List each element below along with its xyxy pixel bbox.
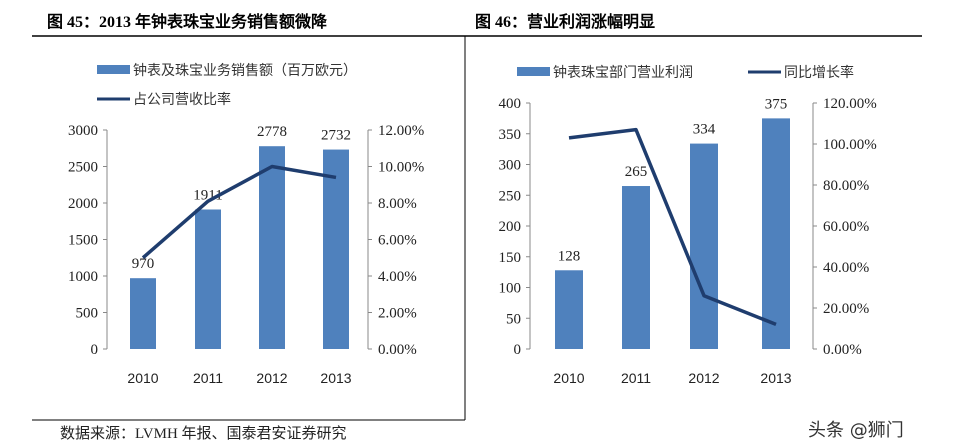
y2-tick-label: 2.00%	[378, 306, 417, 322]
bar-2011	[195, 209, 221, 349]
y2-tick-label: 6.00%	[378, 233, 417, 249]
y2-tick-label: 20.00%	[823, 301, 869, 317]
y2-tick-label: 60.00%	[823, 219, 869, 235]
y-tick-label: 2500	[68, 160, 98, 176]
x-tick-label: 2011	[621, 370, 651, 386]
y-tick-label: 350	[499, 127, 522, 143]
bar-2012	[690, 143, 718, 349]
data-label-2011: 1911	[193, 187, 222, 203]
y-tick-label: 300	[499, 158, 522, 174]
x-tick-label: 2010	[553, 370, 584, 386]
data-label-2013: 2732	[321, 128, 351, 144]
y-tick-label: 1000	[68, 269, 98, 285]
y2-tick-label: 80.00%	[823, 178, 869, 194]
data-label-2013: 375	[765, 96, 788, 112]
data-label-2012: 334	[693, 122, 716, 138]
y-tick-label: 3000	[68, 123, 98, 139]
y2-tick-label: 100.00%	[823, 137, 877, 153]
y2-tick-label: 10.00%	[378, 160, 424, 176]
source-note: 数据来源：LVMH 年报、国泰君安证券研究	[60, 425, 347, 442]
chart-title-46: 图 46：营业利润涨幅明显	[475, 12, 655, 31]
y2-tick-label: 0.00%	[823, 342, 862, 358]
x-tick-label: 2012	[688, 370, 719, 386]
y-tick-label: 150	[499, 250, 522, 266]
bar-2010	[555, 270, 583, 349]
chart-45: 钟表及珠宝业务销售额（百万欧元） 占公司营收比率 0 500 1000 1500 2000 2…	[68, 62, 424, 386]
data-label-2012: 2778	[257, 124, 287, 140]
line-series	[568, 127, 777, 327]
legend-line-label: 占公司营收比率	[133, 91, 231, 108]
y-tick-label: 0	[91, 342, 99, 358]
y2-tick-label: 120.00%	[823, 96, 877, 112]
data-label-2010: 970	[132, 256, 155, 272]
watermark: 头条 @狮门	[808, 420, 904, 441]
x-tick-label: 2013	[320, 370, 351, 386]
x-tick-label: 2012	[256, 370, 287, 386]
chart-title-45: 图 45：2013 年钟表珠宝业务销售额微降	[47, 12, 328, 31]
y-tick-label: 2000	[68, 196, 98, 212]
bar-2011	[622, 186, 650, 349]
y-tick-label: 0	[514, 342, 522, 358]
legend-bar-swatch	[517, 67, 550, 76]
bar-2012	[259, 146, 285, 349]
y-tick-label: 500	[76, 306, 99, 322]
bar-2010	[130, 278, 156, 349]
y2-tick-label: 40.00%	[823, 260, 869, 276]
bar-2013	[323, 149, 349, 349]
y-tick-label: 50	[506, 311, 521, 327]
data-label-2010: 128	[558, 248, 581, 264]
y-tick-label: 250	[499, 188, 522, 204]
chart-46: 钟表珠宝部门营业利润 同比增长率 0 50 100 150 200 250 300 350 400 0…	[499, 64, 877, 386]
data-label-2011: 265	[625, 164, 648, 180]
y2-tick-label: 8.00%	[378, 196, 417, 212]
x-tick-label: 2010	[127, 370, 158, 386]
legend-bar-swatch	[97, 65, 130, 74]
legend-line-label: 同比增长率	[784, 64, 854, 81]
y2-tick-label: 0.00%	[378, 342, 417, 358]
y-tick-label: 1500	[68, 233, 98, 249]
y-tick-label: 100	[499, 281, 522, 297]
y-tick-label: 200	[499, 219, 522, 235]
x-tick-label: 2013	[760, 370, 791, 386]
bar-2013	[762, 118, 790, 349]
y2-tick-label: 12.00%	[378, 123, 424, 139]
y-tick-label: 400	[499, 96, 522, 112]
legend-bar-label: 钟表及珠宝业务销售额（百万欧元）	[133, 62, 357, 79]
line-series	[141, 164, 337, 260]
legend-bar-label: 钟表珠宝部门营业利润	[553, 64, 693, 81]
x-tick-label: 2011	[193, 370, 223, 386]
y2-tick-label: 4.00%	[378, 269, 417, 285]
